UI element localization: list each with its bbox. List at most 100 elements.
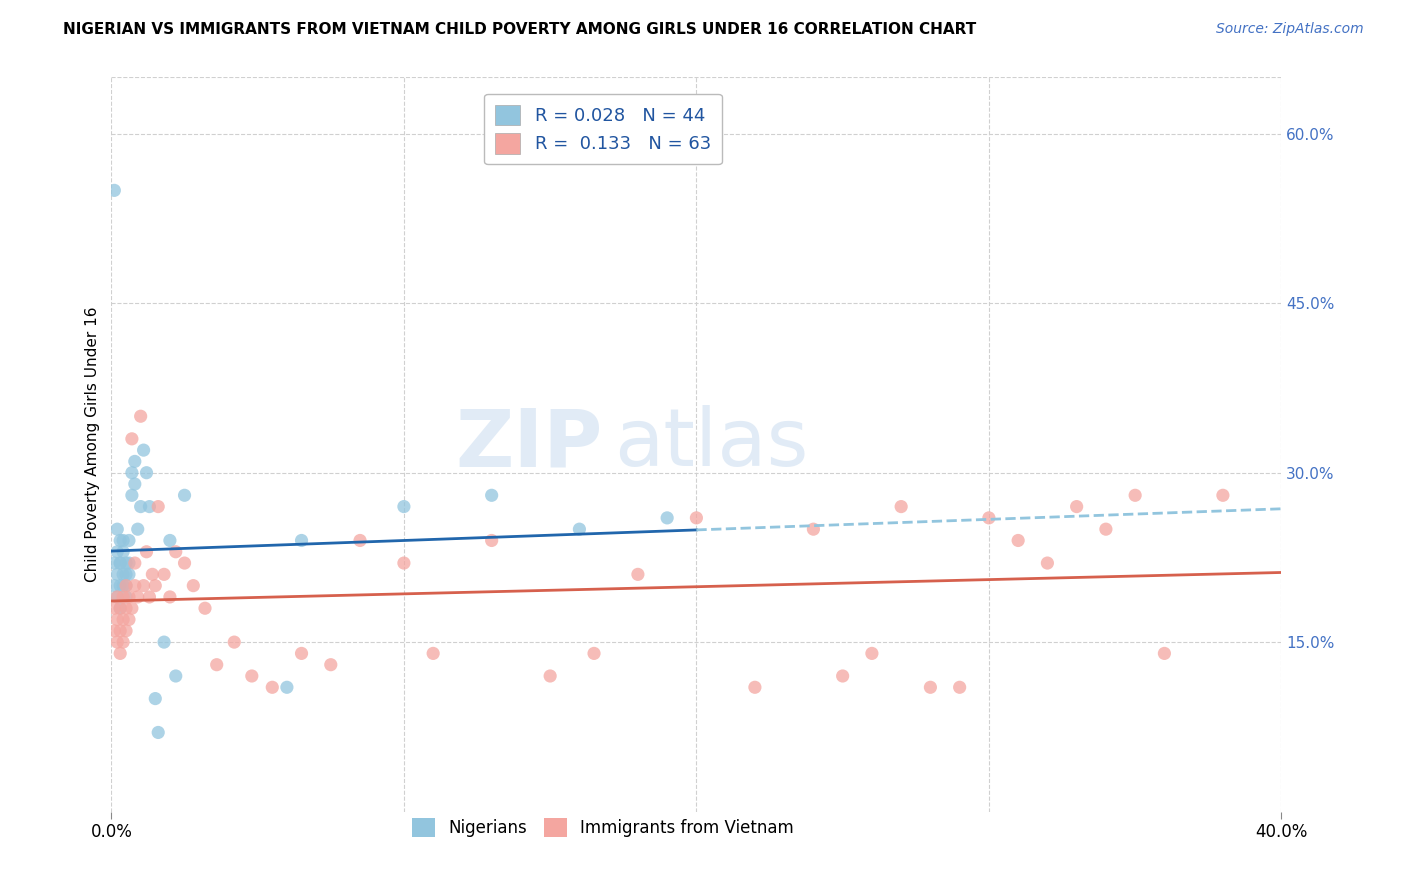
Point bbox=[105, 613, 128, 627]
Point bbox=[290, 533, 312, 548]
Point bbox=[132, 579, 155, 593]
Point bbox=[148, 725, 170, 739]
Point bbox=[121, 432, 143, 446]
Point bbox=[105, 522, 128, 536]
Point bbox=[118, 590, 141, 604]
Point bbox=[141, 567, 163, 582]
Point bbox=[135, 466, 157, 480]
Point bbox=[115, 624, 138, 638]
Point bbox=[124, 477, 146, 491]
Point bbox=[108, 556, 131, 570]
Point bbox=[538, 669, 561, 683]
Y-axis label: Child Poverty Among Girls Under 16: Child Poverty Among Girls Under 16 bbox=[86, 307, 100, 582]
Point bbox=[112, 579, 135, 593]
Point bbox=[1212, 488, 1234, 502]
Point bbox=[1153, 647, 1175, 661]
Point bbox=[103, 579, 125, 593]
Point bbox=[124, 556, 146, 570]
Point bbox=[582, 647, 605, 661]
Point bbox=[112, 635, 135, 649]
Point bbox=[173, 556, 195, 570]
Point bbox=[803, 522, 825, 536]
Point bbox=[105, 635, 128, 649]
Point bbox=[205, 657, 228, 672]
Point bbox=[121, 601, 143, 615]
Point bbox=[392, 500, 415, 514]
Point bbox=[121, 466, 143, 480]
Point bbox=[143, 691, 166, 706]
Point bbox=[138, 500, 160, 514]
Point bbox=[115, 601, 138, 615]
Point bbox=[159, 533, 181, 548]
Point bbox=[568, 522, 591, 536]
Point bbox=[115, 590, 138, 604]
Point bbox=[831, 669, 853, 683]
Point bbox=[115, 579, 138, 593]
Point bbox=[115, 556, 138, 570]
Point bbox=[1123, 488, 1146, 502]
Point bbox=[240, 669, 263, 683]
Point bbox=[112, 533, 135, 548]
Point bbox=[685, 511, 707, 525]
Point bbox=[392, 556, 415, 570]
Text: ZIP: ZIP bbox=[456, 406, 603, 483]
Point bbox=[108, 601, 131, 615]
Point bbox=[103, 601, 125, 615]
Point bbox=[143, 579, 166, 593]
Point bbox=[949, 681, 972, 695]
Point bbox=[920, 681, 942, 695]
Point bbox=[627, 567, 650, 582]
Point bbox=[121, 488, 143, 502]
Point bbox=[112, 545, 135, 559]
Point bbox=[132, 443, 155, 458]
Text: atlas: atlas bbox=[614, 406, 808, 483]
Point bbox=[127, 590, 149, 604]
Point bbox=[744, 681, 766, 695]
Point bbox=[118, 567, 141, 582]
Legend: Nigerians, Immigrants from Vietnam: Nigerians, Immigrants from Vietnam bbox=[405, 811, 801, 844]
Point bbox=[115, 567, 138, 582]
Point bbox=[165, 545, 187, 559]
Point bbox=[290, 647, 312, 661]
Point bbox=[890, 500, 912, 514]
Point bbox=[127, 522, 149, 536]
Point bbox=[129, 409, 152, 424]
Point bbox=[105, 590, 128, 604]
Point bbox=[173, 488, 195, 502]
Point bbox=[194, 601, 217, 615]
Point bbox=[135, 545, 157, 559]
Point bbox=[349, 533, 371, 548]
Point bbox=[319, 657, 342, 672]
Point bbox=[118, 613, 141, 627]
Point bbox=[657, 511, 679, 525]
Text: NIGERIAN VS IMMIGRANTS FROM VIETNAM CHILD POVERTY AMONG GIRLS UNDER 16 CORRELATI: NIGERIAN VS IMMIGRANTS FROM VIETNAM CHIL… bbox=[63, 22, 977, 37]
Point bbox=[118, 533, 141, 548]
Point bbox=[118, 556, 141, 570]
Point bbox=[1066, 500, 1088, 514]
Point bbox=[422, 647, 444, 661]
Point bbox=[224, 635, 246, 649]
Point bbox=[977, 511, 1000, 525]
Point bbox=[153, 567, 176, 582]
Point bbox=[159, 590, 181, 604]
Point bbox=[108, 624, 131, 638]
Point bbox=[181, 579, 204, 593]
Point bbox=[1095, 522, 1118, 536]
Point bbox=[124, 579, 146, 593]
Point bbox=[262, 681, 284, 695]
Point bbox=[108, 556, 131, 570]
Point bbox=[481, 533, 503, 548]
Text: Source: ZipAtlas.com: Source: ZipAtlas.com bbox=[1216, 22, 1364, 37]
Point bbox=[1007, 533, 1029, 548]
Point bbox=[108, 647, 131, 661]
Point bbox=[105, 545, 128, 559]
Point bbox=[1036, 556, 1059, 570]
Point bbox=[112, 590, 135, 604]
Point bbox=[108, 579, 131, 593]
Point bbox=[165, 669, 187, 683]
Point bbox=[124, 454, 146, 468]
Point bbox=[115, 579, 138, 593]
Point bbox=[108, 601, 131, 615]
Point bbox=[276, 681, 298, 695]
Point bbox=[103, 624, 125, 638]
